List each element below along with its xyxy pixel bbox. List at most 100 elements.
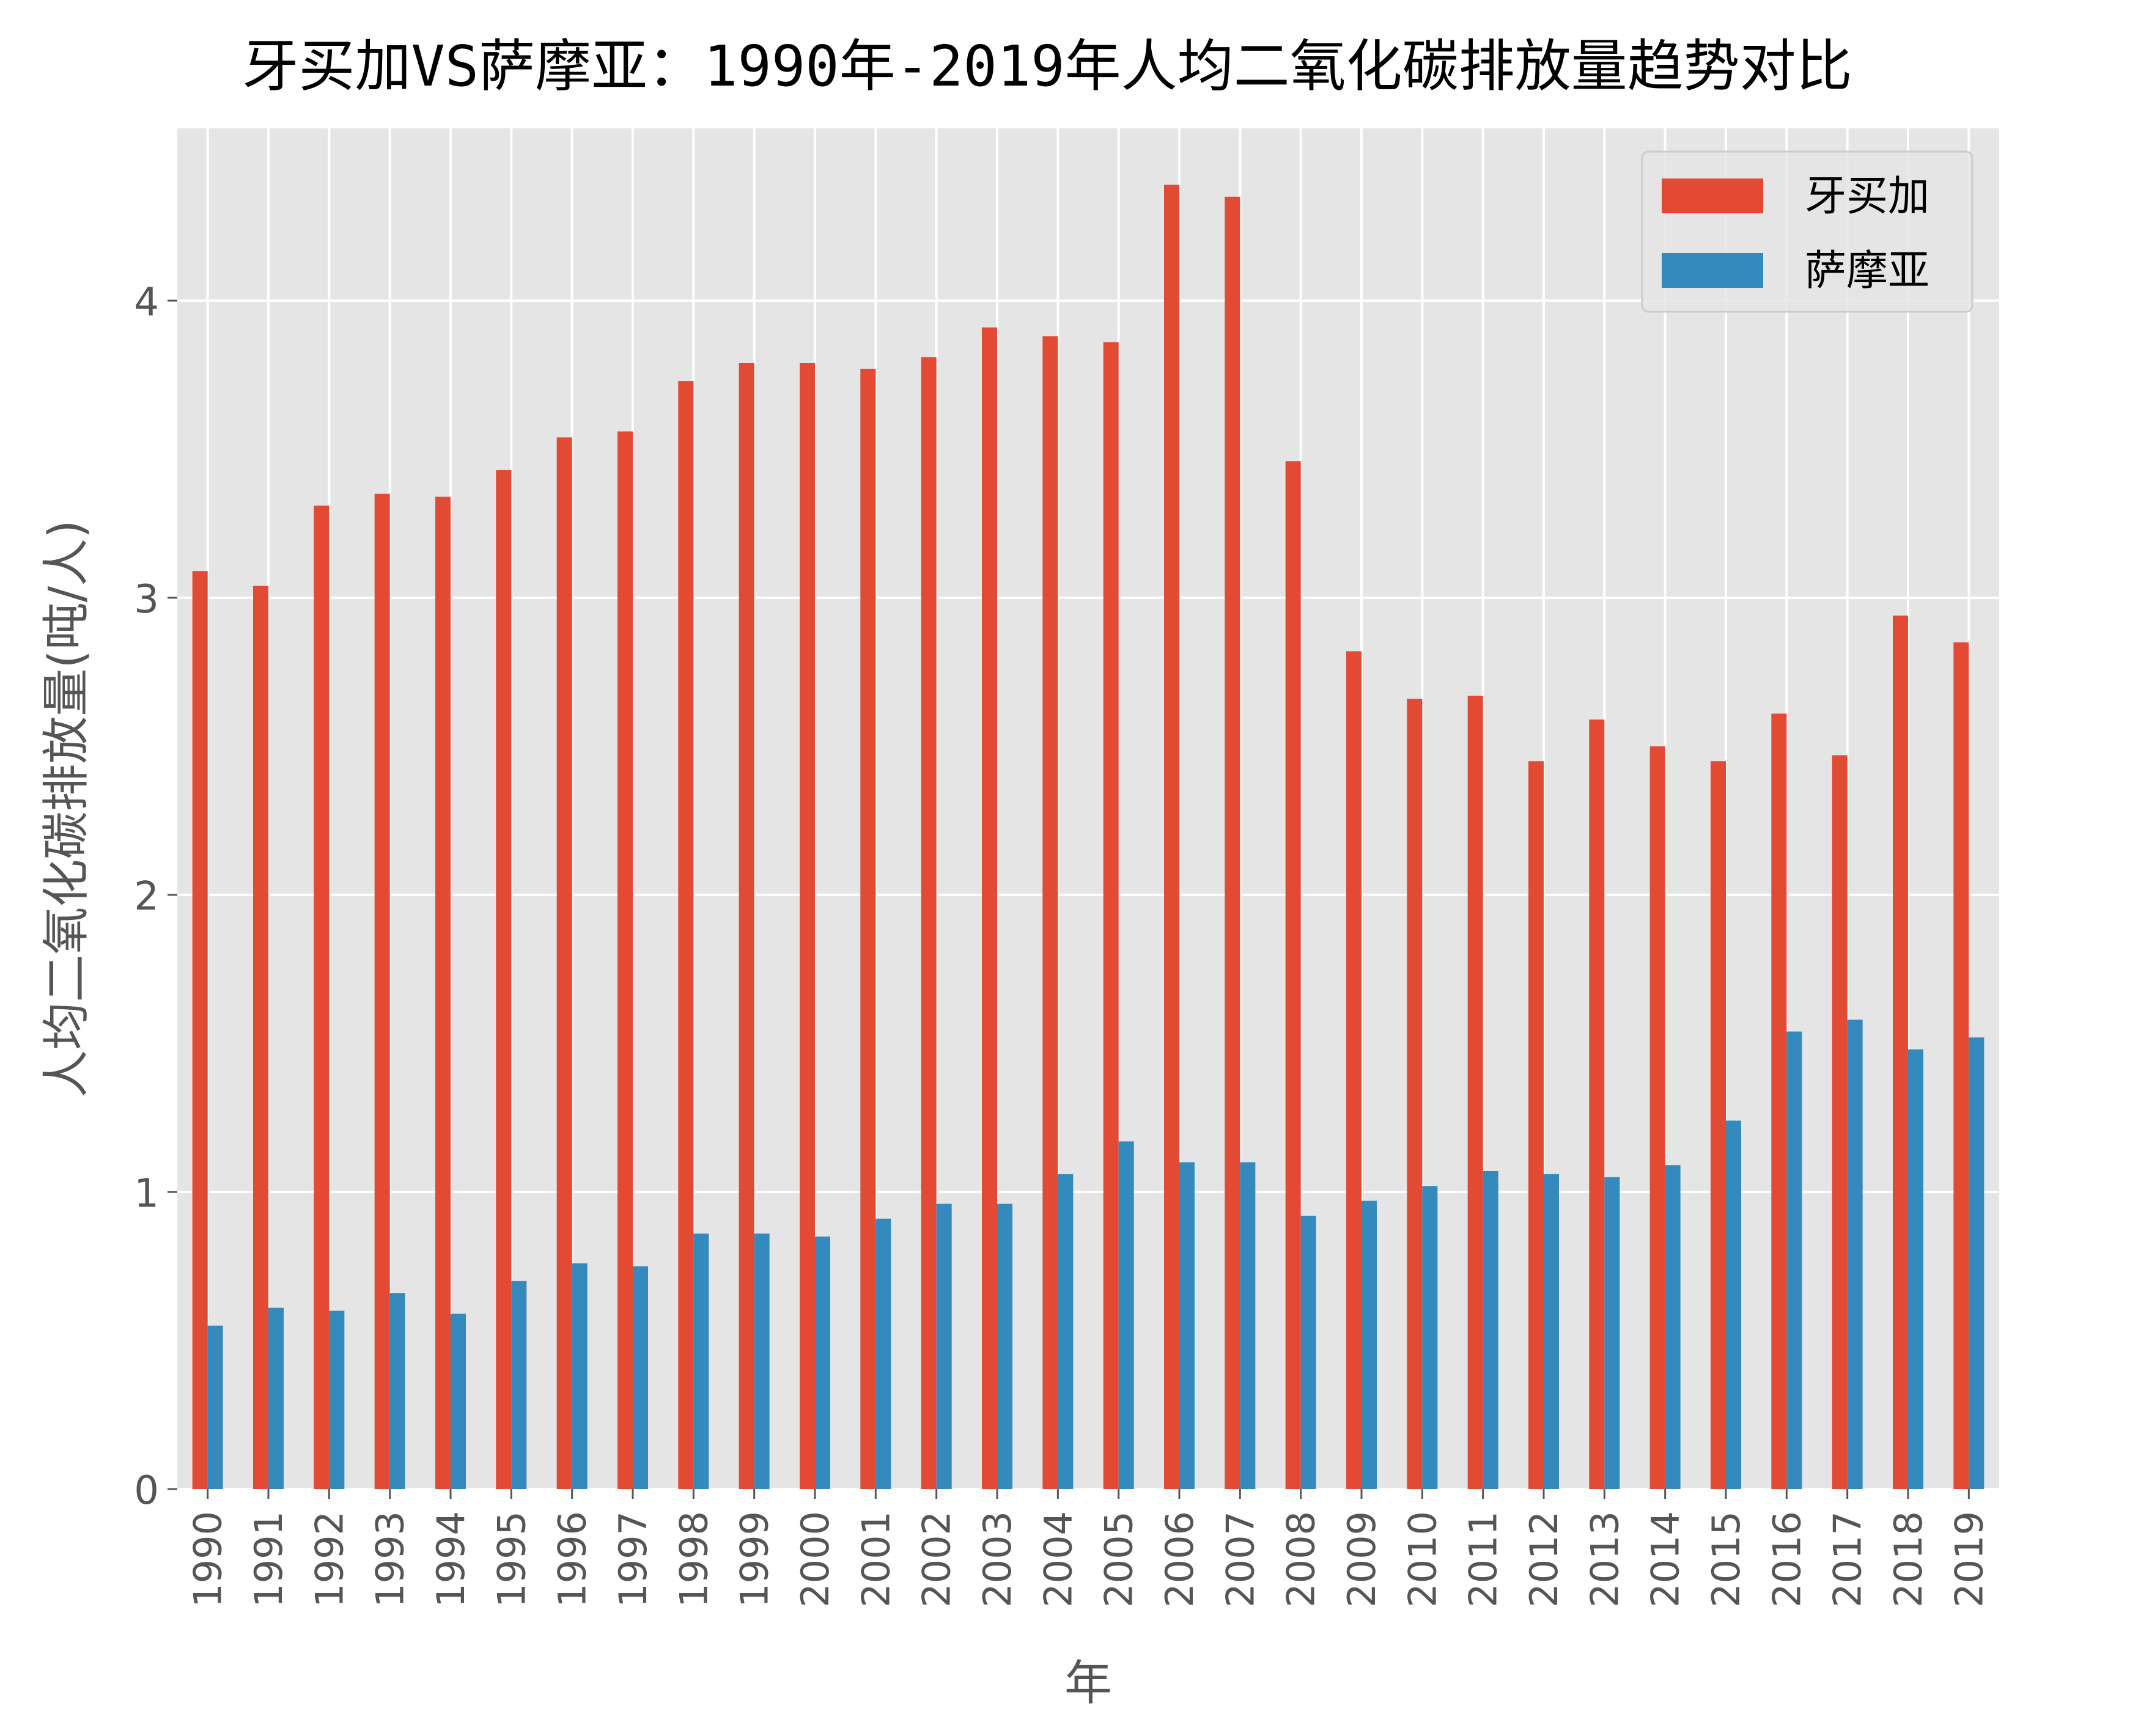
plot-area-background [177, 128, 1999, 1489]
x-tick-label: 1996 [550, 1511, 595, 1608]
bar-samoa-2015 [1726, 1120, 1741, 1489]
x-tick-label: 2004 [1036, 1511, 1080, 1608]
bar-samoa-1990 [207, 1325, 223, 1489]
x-axis-label: 年 [1064, 1656, 1112, 1711]
x-tick-label: 2010 [1400, 1511, 1445, 1608]
bar-samoa-2001 [875, 1218, 891, 1489]
bar-samoa-2002 [936, 1204, 952, 1489]
x-tick-label: 1999 [732, 1511, 777, 1608]
x-tick-label: 2008 [1279, 1511, 1324, 1608]
bar-samoa-1996 [572, 1263, 588, 1489]
y-tick-label: 1 [134, 1171, 159, 1216]
bar-jamaica-1997 [617, 431, 633, 1489]
bar-jamaica-2019 [1953, 642, 1969, 1489]
x-tick-label: 1993 [368, 1511, 413, 1608]
bar-samoa-2006 [1179, 1162, 1195, 1489]
bar-samoa-2013 [1604, 1177, 1620, 1489]
bar-samoa-2014 [1665, 1165, 1681, 1489]
bar-jamaica-2008 [1285, 461, 1301, 1489]
bar-samoa-2003 [997, 1204, 1012, 1489]
legend-swatch [1662, 178, 1763, 213]
x-tick-label: 1991 [246, 1511, 291, 1608]
bar-samoa-2008 [1300, 1215, 1316, 1489]
legend-label: 萨摩亚 [1805, 247, 1929, 295]
bar-jamaica-2006 [1164, 185, 1179, 1489]
bar-samoa-2012 [1544, 1174, 1559, 1489]
x-tick-label: 1998 [671, 1511, 716, 1608]
chart-title: 牙买加VS萨摩亚：1990年-2019年人均二氧化碳排放量趋势对比 [242, 34, 1852, 99]
x-tick-label: 2015 [1704, 1511, 1749, 1608]
bar-jamaica-2000 [800, 362, 815, 1489]
bar-jamaica-2004 [1042, 336, 1058, 1490]
bar-samoa-2005 [1118, 1141, 1134, 1489]
bar-jamaica-1990 [192, 571, 208, 1490]
bar-samoa-2016 [1786, 1031, 1802, 1489]
bar-jamaica-1993 [374, 493, 390, 1489]
bar-samoa-2000 [815, 1236, 830, 1489]
x-tick-label: 2006 [1157, 1511, 1202, 1608]
axis-ticks: 0 1 2 3 4 1990 1991 1992 1993 1994 1995 1996 1997 199… [134, 280, 1991, 1608]
bar-jamaica-2009 [1346, 651, 1362, 1489]
bar-samoa-1995 [511, 1281, 527, 1489]
bar-jamaica-1999 [739, 362, 754, 1489]
bar-jamaica-2016 [1771, 713, 1787, 1489]
x-tick-label: 2013 [1582, 1511, 1627, 1608]
bar-jamaica-2013 [1589, 719, 1605, 1489]
bar-samoa-2011 [1483, 1171, 1498, 1489]
bar-samoa-2004 [1058, 1174, 1074, 1489]
bar-samoa-1991 [268, 1308, 284, 1489]
bar-jamaica-2014 [1649, 746, 1665, 1489]
x-tick-label: 2016 [1764, 1511, 1809, 1608]
bars [192, 185, 1984, 1490]
bar-jamaica-1996 [556, 437, 572, 1489]
x-tick-label: 2011 [1461, 1511, 1506, 1608]
x-tick-label: 1995 [489, 1511, 534, 1608]
bar-jamaica-2003 [982, 327, 997, 1489]
y-tick-label: 0 [134, 1468, 159, 1513]
x-tick-label: 2007 [1218, 1511, 1262, 1608]
bar-samoa-1992 [329, 1311, 345, 1489]
bar-jamaica-2005 [1103, 342, 1119, 1489]
bar-jamaica-2012 [1528, 761, 1544, 1489]
bar-jamaica-2007 [1225, 196, 1240, 1489]
bar-samoa-1993 [389, 1293, 405, 1489]
bar-samoa-2019 [1969, 1037, 1984, 1489]
bar-jamaica-1998 [678, 381, 694, 1489]
bar-samoa-2009 [1362, 1201, 1377, 1489]
x-tick-label: 1992 [307, 1511, 352, 1608]
bar-jamaica-1995 [496, 469, 512, 1489]
bar-jamaica-2002 [921, 357, 937, 1489]
legend-label: 牙买加 [1805, 172, 1929, 221]
x-tick-label: 2002 [915, 1511, 959, 1608]
bar-jamaica-1994 [435, 496, 451, 1489]
bar-jamaica-2011 [1467, 696, 1483, 1489]
x-tick-label: 2017 [1826, 1511, 1870, 1608]
x-tick-label: 1990 [186, 1511, 230, 1608]
bar-jamaica-2001 [860, 369, 876, 1490]
x-tick-label: 2012 [1522, 1511, 1566, 1608]
bar-jamaica-2015 [1711, 761, 1726, 1489]
x-tick-label: 2000 [793, 1511, 838, 1608]
bar-samoa-2018 [1908, 1049, 1923, 1489]
x-tick-label: 2018 [1886, 1511, 1931, 1608]
y-tick-label: 2 [134, 874, 159, 919]
x-tick-label: 1997 [611, 1511, 655, 1608]
x-tick-label: 2003 [975, 1511, 1020, 1608]
bar-samoa-1999 [754, 1234, 770, 1489]
y-axis-label: 人均二氧化碳排放量(吨/人) [39, 520, 94, 1097]
x-tick-label: 2001 [853, 1511, 898, 1608]
bar-samoa-2007 [1240, 1162, 1256, 1489]
bar-samoa-1997 [633, 1266, 648, 1489]
bar-samoa-1994 [451, 1314, 466, 1489]
bar-samoa-2010 [1422, 1186, 1438, 1489]
x-tick-label: 1994 [429, 1511, 473, 1608]
bar-jamaica-1992 [314, 506, 330, 1489]
x-tick-label: 2019 [1947, 1511, 1991, 1608]
bar-jamaica-1991 [253, 586, 268, 1489]
bar-jamaica-2018 [1893, 616, 1908, 1489]
x-tick-label: 2009 [1340, 1511, 1384, 1608]
bar-samoa-1998 [693, 1234, 709, 1489]
y-tick-label: 3 [134, 577, 159, 622]
